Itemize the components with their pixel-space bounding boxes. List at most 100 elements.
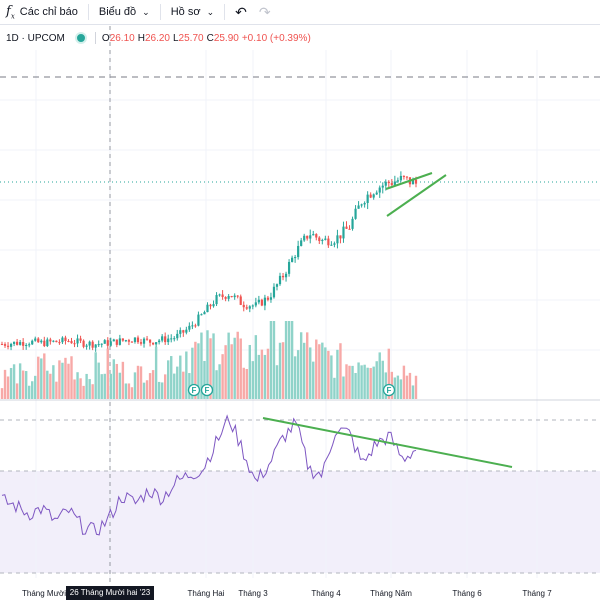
undo-button[interactable]: ↶ (229, 0, 253, 24)
rsi-band (0, 471, 600, 573)
high-key: H (137, 32, 145, 44)
legend-divider (94, 32, 96, 44)
volume-bar (405, 375, 409, 399)
candle-body (200, 314, 203, 316)
volume-bar (312, 361, 315, 399)
volume-bar (3, 369, 7, 399)
volume-bar (145, 380, 149, 399)
candle-body (127, 340, 131, 342)
volume-bar (215, 370, 218, 399)
x-axis-label: Tháng Năm (370, 589, 412, 598)
open-value: 26.10 (109, 32, 135, 44)
candle-body (266, 297, 270, 300)
x-axis-label: Tháng Mười (22, 589, 66, 598)
volume-bar (414, 375, 418, 399)
volume-bar (396, 375, 400, 399)
candle-body (233, 295, 236, 298)
candle-body (31, 340, 34, 345)
volume-bar (154, 346, 158, 399)
change-value: +0.10 (+0.39%) (241, 32, 311, 44)
volume-bar (21, 370, 25, 399)
volume-bar (182, 371, 185, 399)
candle-body (136, 337, 140, 343)
candle-body (161, 336, 164, 341)
candle-body (248, 306, 251, 309)
volume-bar (112, 359, 116, 399)
chart-type-dropdown[interactable]: Biểu đồ ⌄ (93, 0, 156, 24)
candle-body (218, 294, 221, 296)
volume-bar (287, 321, 291, 399)
volume-bar (12, 364, 16, 399)
volume-bar (157, 381, 161, 399)
volume-bar (275, 365, 279, 399)
candle-body (348, 228, 351, 230)
candle-body (275, 284, 279, 287)
volume-bar (200, 332, 203, 399)
symbol-legend: 1D · UPCOM O 26.10 H 26.20 L 25.70 C 25.90 +… (4, 31, 314, 45)
volume-bar (366, 367, 369, 399)
candle-body (318, 237, 321, 242)
volume-bar (15, 383, 19, 399)
volume-bar (248, 344, 251, 399)
redo-button[interactable]: ↷ (253, 0, 277, 24)
candle-body (245, 307, 248, 309)
candle-body (378, 187, 381, 193)
candle-body (164, 336, 167, 343)
candle-body (297, 245, 300, 258)
profile-dropdown[interactable]: Hồ sơ ⌄ (165, 0, 220, 24)
volume-bar (251, 361, 255, 399)
volume-bar (266, 348, 270, 399)
candle-body (360, 204, 363, 206)
candle-body (306, 235, 309, 239)
candle-body (179, 330, 182, 334)
volume-bar (197, 343, 200, 399)
candle-body (109, 341, 112, 346)
volume-bar (378, 352, 381, 399)
volume-bar (46, 370, 49, 399)
indicators-button[interactable]: fx Các chỉ báo (0, 0, 84, 24)
toolbar-divider (87, 4, 89, 20)
volume-bar (387, 348, 391, 399)
candle-body (321, 239, 324, 242)
symbol-label[interactable]: 1D · UPCOM (6, 32, 65, 44)
candle-body (52, 340, 55, 342)
volume-bar (272, 321, 276, 399)
candle-body (345, 226, 348, 229)
candle-body (22, 342, 25, 346)
volume-bar (18, 363, 22, 399)
volume-bar (411, 385, 415, 399)
volume-bar (236, 331, 239, 399)
candle-body (206, 304, 209, 313)
candle-body (176, 333, 179, 339)
volume-bar (357, 362, 360, 399)
volume-bar (260, 349, 264, 399)
volume-bar (233, 337, 236, 399)
volume-bar (6, 376, 10, 399)
candle-body (194, 325, 197, 327)
candle-body (212, 304, 215, 307)
volume-bar (176, 366, 179, 399)
candle-body (182, 330, 185, 333)
volume-bar (148, 373, 152, 399)
event-badge (187, 383, 201, 397)
volume-bar (118, 372, 122, 399)
event-badge (382, 383, 396, 397)
candle-body (284, 273, 288, 278)
chevron-down-icon: ⌄ (206, 6, 215, 17)
candle-body (303, 235, 306, 241)
volume-bar (354, 372, 357, 399)
candle-body (49, 339, 52, 342)
volume-bar (191, 347, 194, 399)
volume-bar (100, 374, 103, 399)
volume-bar (160, 382, 164, 399)
volume-bar (64, 357, 67, 399)
volume-bar (124, 383, 128, 399)
volume-bar (9, 367, 13, 399)
candle-body (242, 304, 245, 308)
candle-body (405, 176, 409, 178)
candle-body (112, 339, 115, 342)
volume-bar (151, 370, 155, 399)
candle-body (46, 339, 49, 347)
volume-bar (58, 360, 61, 399)
